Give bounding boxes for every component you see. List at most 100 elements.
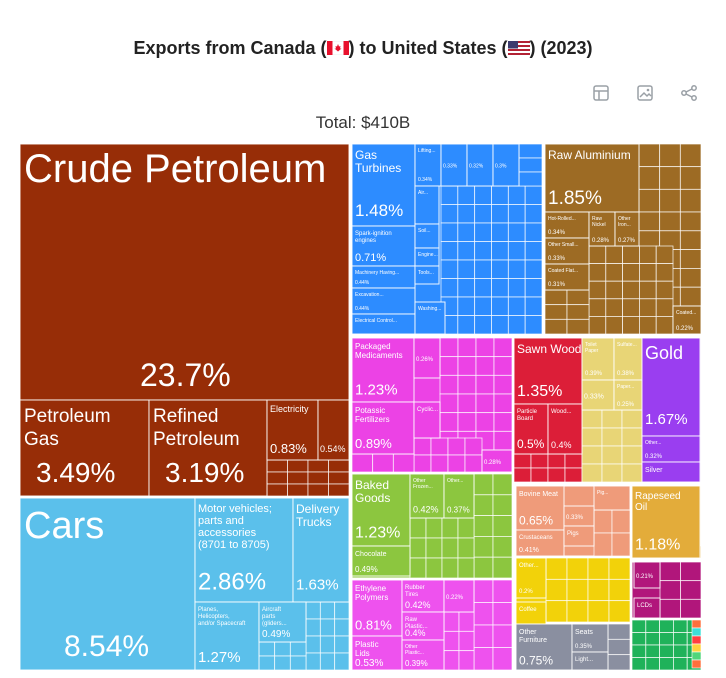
small-machinery-tile[interactable] xyxy=(491,278,509,298)
small-fuel-tile[interactable] xyxy=(287,483,309,497)
small-chemical-tile[interactable] xyxy=(475,356,495,376)
small-machinery-tile[interactable] xyxy=(524,185,543,205)
small-chemical-tile[interactable] xyxy=(493,393,513,414)
small-wood-tile[interactable] xyxy=(530,467,549,483)
small-food-tile[interactable] xyxy=(492,473,513,496)
small-textile-tile[interactable] xyxy=(631,619,647,633)
small-other-tile[interactable] xyxy=(608,600,631,623)
small-transport-tile[interactable] xyxy=(274,641,291,657)
small-transport-tile[interactable] xyxy=(334,601,350,620)
small-food-tile[interactable] xyxy=(492,494,513,516)
small-misc-color-tile[interactable] xyxy=(691,643,702,653)
small-metal-tile[interactable] xyxy=(588,315,607,335)
small-machinery-tile[interactable] xyxy=(524,204,543,224)
small-wood-tile[interactable] xyxy=(513,467,532,483)
small-metal-tile[interactable] xyxy=(605,263,623,282)
small-food-tile[interactable] xyxy=(441,537,459,559)
small-metal-tile[interactable] xyxy=(566,318,590,335)
share-icon[interactable] xyxy=(680,84,698,102)
small-fuel-tile[interactable] xyxy=(328,459,350,473)
small-machinery-tile[interactable] xyxy=(524,296,543,316)
small-paper-tile[interactable] xyxy=(601,427,623,447)
small-machinery-tile[interactable] xyxy=(507,278,526,298)
small-metal-tile[interactable] xyxy=(638,143,661,168)
tile-other-iron[interactable] xyxy=(614,211,640,247)
small-machinery-tile[interactable] xyxy=(440,278,459,298)
small-metal-tile[interactable] xyxy=(679,143,702,168)
small-fuel-tile[interactable] xyxy=(266,483,288,497)
small-machinery-tile[interactable] xyxy=(491,241,509,261)
small-chemical-tile[interactable] xyxy=(430,437,449,456)
small-machinery-tile[interactable] xyxy=(524,259,543,279)
small-paper-tile[interactable] xyxy=(581,409,603,429)
small-other-tile[interactable] xyxy=(545,557,568,580)
tile-unlabeled[interactable] xyxy=(317,399,350,461)
tile-unlabeled[interactable] xyxy=(633,561,661,589)
small-chemical-tile[interactable] xyxy=(493,337,513,358)
small-transport-tile[interactable] xyxy=(289,655,307,671)
tile-unlabeled[interactable] xyxy=(413,337,441,379)
small-animal-tile[interactable] xyxy=(611,532,631,557)
small-textile-tile[interactable] xyxy=(645,619,660,633)
small-wood-tile[interactable] xyxy=(564,453,583,469)
small-machinery-tile[interactable] xyxy=(474,278,492,298)
small-food-tile[interactable] xyxy=(473,473,494,496)
small-chemical-tile[interactable] xyxy=(430,454,449,473)
small-instrument-tile[interactable] xyxy=(680,580,702,600)
small-chemical-tile[interactable] xyxy=(439,412,459,432)
small-transport-tile[interactable] xyxy=(319,618,336,637)
small-machinery-tile[interactable] xyxy=(524,222,543,242)
tile-unlabeled[interactable] xyxy=(581,379,615,411)
small-paper-tile[interactable] xyxy=(621,445,643,465)
small-metal-tile[interactable] xyxy=(622,315,640,335)
small-metal-tile[interactable] xyxy=(679,188,702,213)
small-paper-tile[interactable] xyxy=(621,463,643,483)
small-other-tile[interactable] xyxy=(566,557,589,580)
tile-particle-board[interactable] xyxy=(513,403,549,455)
small-metal-tile[interactable] xyxy=(588,263,607,282)
small-misc-tile[interactable] xyxy=(607,654,631,671)
tile-soil[interactable] xyxy=(414,223,440,249)
small-food-tile[interactable] xyxy=(492,515,513,537)
small-misc-color-tile[interactable] xyxy=(691,651,702,661)
tile-washing[interactable] xyxy=(414,301,446,335)
small-chemical-tile[interactable] xyxy=(447,454,466,473)
small-chemical-tile[interactable] xyxy=(475,374,495,395)
small-other-tile[interactable] xyxy=(566,578,589,602)
small-metal-tile[interactable] xyxy=(659,188,681,213)
small-machinery-tile[interactable] xyxy=(440,259,459,279)
small-textile-tile[interactable] xyxy=(631,644,647,658)
small-other-tile[interactable] xyxy=(587,600,610,623)
small-food-tile[interactable] xyxy=(492,556,513,579)
small-metal-tile[interactable] xyxy=(659,143,681,168)
small-wood-tile[interactable] xyxy=(547,467,566,483)
small-metal-tile[interactable] xyxy=(679,267,702,288)
small-other-tile[interactable] xyxy=(545,600,568,623)
small-transport-tile[interactable] xyxy=(319,635,336,654)
small-paper-tile[interactable] xyxy=(601,409,623,429)
tile-pigs[interactable] xyxy=(563,525,595,547)
small-metal-tile[interactable] xyxy=(655,245,674,265)
tile-pig[interactable] xyxy=(593,485,631,511)
small-transport-tile[interactable] xyxy=(258,641,276,657)
small-chemical-tile[interactable] xyxy=(493,430,513,451)
small-plastic-tile[interactable] xyxy=(492,647,513,671)
small-chemical-tile[interactable] xyxy=(447,437,466,456)
tile-motor-vehicles-parts-and-accessories-8701-to-8705[interactable] xyxy=(194,497,294,603)
small-plastic-tile[interactable] xyxy=(492,624,513,648)
small-food-tile[interactable] xyxy=(473,515,494,537)
small-misc-tile[interactable] xyxy=(607,623,631,640)
small-metal-tile[interactable] xyxy=(605,245,623,265)
small-food-tile[interactable] xyxy=(473,556,494,579)
small-chemical-tile[interactable] xyxy=(372,453,394,473)
small-metal-tile[interactable] xyxy=(544,289,568,306)
image-icon[interactable] xyxy=(636,84,654,102)
small-plastic-tile[interactable] xyxy=(443,630,460,652)
tile-refined-petroleum[interactable] xyxy=(148,399,268,497)
tile-coffee[interactable] xyxy=(515,601,547,625)
tile-packaged-medicaments[interactable] xyxy=(351,337,415,403)
small-transport-tile[interactable] xyxy=(289,641,307,657)
small-machinery-tile[interactable] xyxy=(474,315,492,335)
small-metal-tile[interactable] xyxy=(588,298,607,317)
tile-electrical-control[interactable] xyxy=(351,313,416,335)
